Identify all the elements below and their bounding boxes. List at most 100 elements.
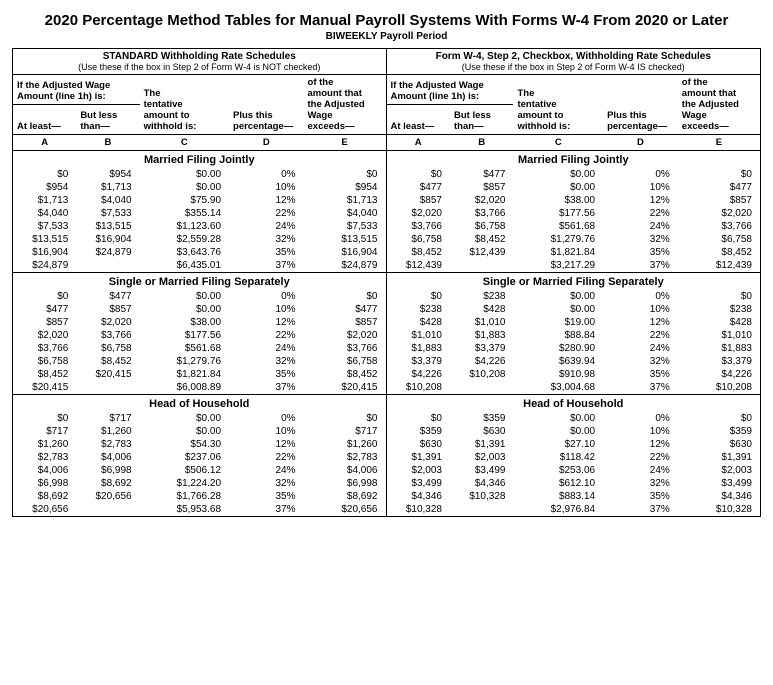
table-row: $8,692$20,656$1,766.2835%$8,692: [13, 490, 386, 503]
table-cell: $177.56: [513, 207, 603, 220]
table-cell: $1,010: [387, 329, 450, 342]
table-cell: $477: [678, 181, 760, 194]
table-row: $24,879$6,435.0137%$24,879: [13, 259, 386, 272]
table-cell: $10,208: [678, 381, 760, 394]
page-subtitle: BIWEEKLY Payroll Period: [12, 31, 761, 42]
table-row: $2,020$3,766$177.5622%$2,020: [13, 329, 386, 342]
table-cell: $8,452: [678, 246, 760, 259]
table-row: $10,208$3,004.6837%$10,208: [387, 381, 761, 394]
table-cell: 12%: [603, 438, 678, 451]
table-row: $10,328$2,976.8437%$10,328: [387, 503, 761, 516]
table-cell: $24,879: [76, 246, 139, 259]
table-row: $3,379$4,226$639.9432%$3,379: [387, 355, 761, 368]
table-cell: $883.14: [513, 490, 603, 503]
table-row: $359$630$0.0010%$359: [387, 425, 761, 438]
table-cell: $0: [678, 168, 760, 181]
table-row: $2,783$4,006$237.0622%$2,783: [13, 451, 386, 464]
table-cell: 35%: [603, 246, 678, 259]
table-cell: $2,976.84: [513, 503, 603, 516]
table-cell: 35%: [229, 246, 304, 259]
filing-status-section: Married Filing Jointly$0$954$0.000%$0$95…: [13, 151, 386, 273]
table-cell: $4,040: [304, 207, 386, 220]
table-row: $1,713$4,040$75.9012%$1,713: [13, 194, 386, 207]
table-cell: $12,439: [678, 259, 760, 272]
table-cell: $3,766: [387, 220, 450, 233]
table-cell: $6,758: [450, 220, 513, 233]
table-cell: $0: [678, 290, 760, 303]
table-cell: 10%: [229, 181, 304, 194]
table-cell: 0%: [603, 168, 678, 181]
table-cell: $428: [678, 316, 760, 329]
table-cell: $16,904: [76, 233, 139, 246]
table-cell: $12,439: [387, 259, 450, 272]
table-cell: 24%: [603, 464, 678, 477]
table-row: $4,226$10,208$910.9835%$4,226: [387, 368, 761, 381]
table-row: $1,010$1,883$88.8422%$1,010: [387, 329, 761, 342]
table-cell: 32%: [229, 233, 304, 246]
table-cell: $4,040: [13, 207, 76, 220]
filing-status-title: Head of Household: [387, 395, 761, 412]
table-cell: $7,533: [304, 220, 386, 233]
table-cell: 35%: [603, 490, 678, 503]
table-cell: 22%: [603, 451, 678, 464]
table-cell: $561.68: [140, 342, 229, 355]
table-cell: [450, 259, 513, 272]
table-cell: 35%: [229, 368, 304, 381]
table-row: $1,883$3,379$280.9024%$1,883: [387, 342, 761, 355]
rate-table: $0$477$0.000%$0$477$857$0.0010%$477$857$…: [13, 290, 386, 394]
table-cell: $2,020: [450, 194, 513, 207]
table-cell: $2,020: [13, 329, 76, 342]
filing-status-section: Single or Married Filing Separately$0$23…: [387, 273, 761, 395]
table-cell: $1,260: [304, 438, 386, 451]
table-cell: $1,883: [387, 342, 450, 355]
table-cell: $3,766: [678, 220, 760, 233]
table-cell: $1,279.76: [513, 233, 603, 246]
table-row: $6,758$8,452$1,279.7632%$6,758: [13, 355, 386, 368]
table-cell: 10%: [603, 303, 678, 316]
table-cell: $1,821.84: [140, 368, 229, 381]
filing-status-title: Single or Married Filing Separately: [387, 273, 761, 290]
table-cell: $4,226: [387, 368, 450, 381]
filing-status-title: Married Filing Jointly: [387, 151, 761, 168]
table-cell: $3,766: [76, 329, 139, 342]
table-cell: $54.30: [140, 438, 229, 451]
table-cell: $477: [76, 290, 139, 303]
table-cell: 32%: [229, 355, 304, 368]
table-row: $0$477$0.000%$0: [387, 168, 761, 181]
table-row: $0$477$0.000%$0: [13, 290, 386, 303]
table-cell: 35%: [229, 490, 304, 503]
table-cell: $253.06: [513, 464, 603, 477]
table-cell: $3,379: [678, 355, 760, 368]
table-cell: $477: [13, 303, 76, 316]
table-row: $857$2,020$38.0012%$857: [13, 316, 386, 329]
table-cell: $954: [304, 181, 386, 194]
table-cell: $6,435.01: [140, 259, 229, 272]
table-row: $0$238$0.000%$0: [387, 290, 761, 303]
table-cell: 0%: [603, 290, 678, 303]
table-cell: $177.56: [140, 329, 229, 342]
table-cell: 0%: [229, 412, 304, 425]
table-cell: $8,692: [76, 477, 139, 490]
table-cell: $3,766: [450, 207, 513, 220]
table-cell: $238: [387, 303, 450, 316]
table-cell: 24%: [229, 342, 304, 355]
table-cell: 35%: [603, 368, 678, 381]
table-cell: 37%: [229, 503, 304, 516]
table-cell: $1,224.20: [140, 477, 229, 490]
table-cell: $1,391: [450, 438, 513, 451]
table-cell: $1,123.60: [140, 220, 229, 233]
schedule-subtitle: (Use these if the box in Step 2 of Form …: [387, 62, 761, 75]
table-cell: $2,020: [678, 207, 760, 220]
table-cell: 22%: [229, 207, 304, 220]
filing-status-section: Head of Household$0$717$0.000%$0$717$1,2…: [13, 395, 386, 516]
table-cell: 32%: [603, 355, 678, 368]
table-cell: $0.00: [140, 181, 229, 194]
table-row: $954$1,713$0.0010%$954: [13, 181, 386, 194]
tax-table-container: STANDARD Withholding Rate Schedules(Use …: [12, 48, 761, 517]
table-cell: $7,533: [13, 220, 76, 233]
table-cell: $506.12: [140, 464, 229, 477]
table-cell: $38.00: [513, 194, 603, 207]
table-cell: $477: [304, 303, 386, 316]
table-cell: $237.06: [140, 451, 229, 464]
table-row: $6,758$8,452$1,279.7632%$6,758: [387, 233, 761, 246]
